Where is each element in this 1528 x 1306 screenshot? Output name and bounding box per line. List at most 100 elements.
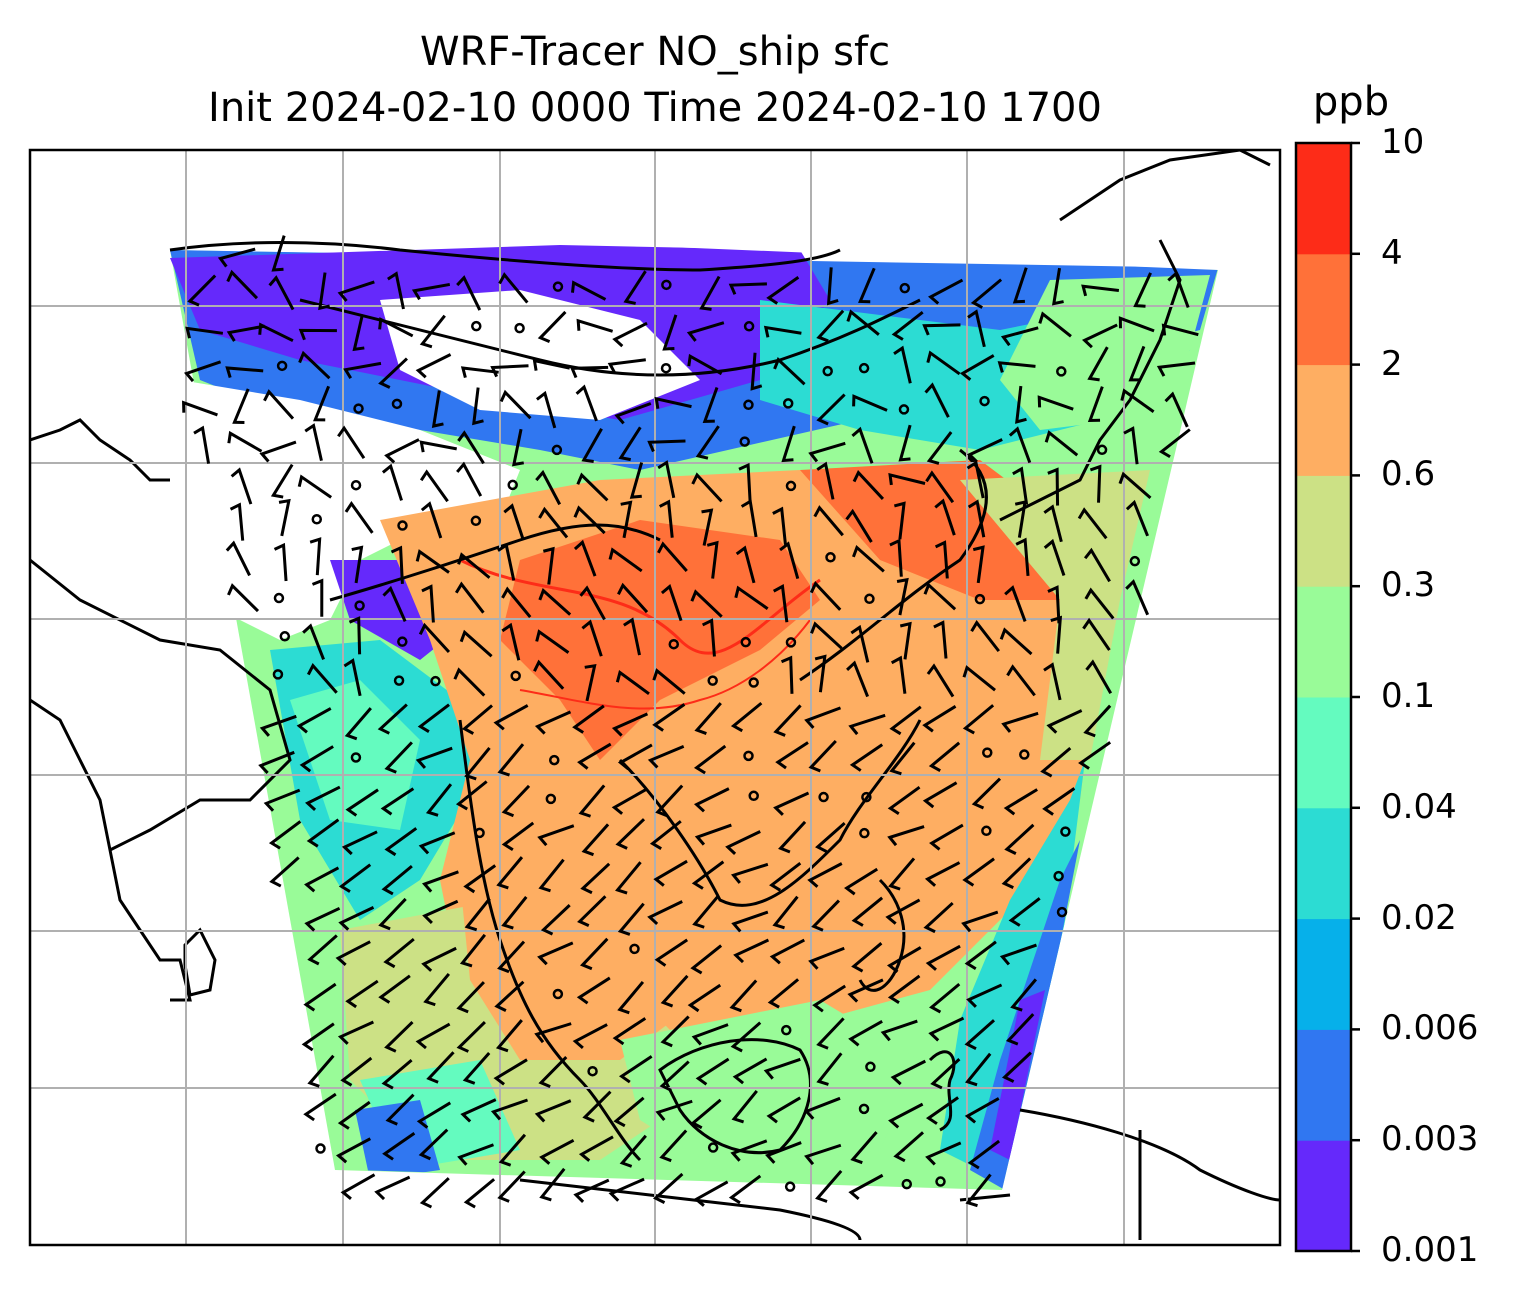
wind-barb <box>964 940 997 971</box>
wind-barb <box>1008 897 1041 927</box>
wind-barb <box>657 460 676 499</box>
wind-barb <box>926 350 961 376</box>
calm-wind-circle <box>552 281 564 292</box>
wind-barb <box>185 326 224 339</box>
wind-barb <box>537 941 574 966</box>
wind-barb <box>258 322 294 343</box>
wind-barb <box>808 740 837 773</box>
calm-wind-circle <box>397 520 408 531</box>
wind-barb <box>278 498 291 537</box>
wind-barb <box>227 430 263 453</box>
wind-barb <box>803 1096 841 1120</box>
wind-barb <box>808 441 846 463</box>
wind-barb <box>629 462 644 499</box>
calm-wind-circle <box>859 827 870 839</box>
wind-barb <box>417 703 450 733</box>
yellow-belt-east <box>960 470 1150 760</box>
wind-barb <box>816 461 835 500</box>
wind-barb <box>1078 741 1112 770</box>
wind-barb <box>623 617 641 656</box>
wind-barb <box>804 706 842 729</box>
calm-wind-circle <box>545 793 557 805</box>
calm-wind-circle <box>514 322 525 334</box>
wind-barb <box>925 470 955 504</box>
wind-barb <box>851 426 874 464</box>
wind-barb <box>888 857 916 891</box>
wind-barb <box>772 895 799 930</box>
wind-barb <box>229 502 245 541</box>
wind-barb <box>460 1098 497 1123</box>
wind-barb <box>511 428 524 467</box>
wind-barb <box>999 627 1033 656</box>
wind-barb <box>844 867 879 896</box>
wind-barb <box>303 1092 337 1122</box>
wind-barb <box>655 784 684 818</box>
wind-barb <box>899 621 912 660</box>
wind-barb <box>335 940 371 966</box>
wind-barb <box>893 345 912 384</box>
wind-barb <box>773 704 802 737</box>
wind-barb <box>887 825 925 847</box>
wind-barb <box>813 505 844 537</box>
wind-barb <box>1081 284 1120 297</box>
wind-barb <box>535 469 562 506</box>
central-ridge-line <box>459 558 821 655</box>
wind-barb <box>271 235 286 272</box>
calm-wind-circle <box>861 791 872 803</box>
wind-barb <box>693 1180 729 1207</box>
wind-barb <box>337 1100 371 1130</box>
wind-barb <box>649 820 682 850</box>
java <box>519 1178 862 1241</box>
wind-barb <box>767 978 800 1009</box>
wind-barb <box>542 546 555 585</box>
calm-wind-circle <box>743 399 754 411</box>
wind-barb <box>301 1022 335 1052</box>
wind-barb <box>426 1051 455 1084</box>
calm-wind-circle <box>748 677 759 688</box>
wind-barb <box>816 1052 843 1086</box>
wind-barb <box>851 896 884 927</box>
wind-barb <box>1133 272 1152 308</box>
east-cyan <box>940 760 1085 1180</box>
wind-barb <box>539 1167 566 1202</box>
wind-barb <box>847 978 884 1003</box>
wind-barb <box>608 547 643 573</box>
calm-wind-circle <box>1053 870 1064 882</box>
wind-barb <box>607 358 646 374</box>
wind-barb <box>922 781 958 809</box>
wind-barb <box>928 741 961 772</box>
wind-barb <box>618 426 642 462</box>
wind-barb <box>1038 311 1072 338</box>
wind-barb <box>457 430 485 465</box>
mongolia-border <box>299 298 921 377</box>
wind-barb <box>576 472 609 502</box>
wind-barb <box>694 702 722 735</box>
wind-barb <box>496 856 524 890</box>
calm-wind-circle <box>818 791 829 803</box>
wind-barb <box>415 549 450 574</box>
colorbar-segment <box>1296 918 1351 1030</box>
wind-barb <box>934 498 956 536</box>
wind-barb <box>337 280 375 302</box>
wind-barb <box>691 1023 729 1046</box>
wind-barb <box>1167 271 1190 309</box>
wind-barb <box>338 863 372 893</box>
wind-barb <box>456 981 485 1014</box>
wind-barb <box>851 942 883 973</box>
wind-barb <box>296 707 332 734</box>
wind-barb <box>653 859 688 887</box>
wind-barb <box>532 358 571 371</box>
wind-barb <box>690 1098 722 1130</box>
wind-barb <box>534 1099 572 1123</box>
wind-barb <box>971 777 1002 810</box>
wind-barb <box>344 500 374 534</box>
calm-wind-circle <box>1056 366 1067 377</box>
southeast-asia-coast <box>458 719 642 1162</box>
wind-barb <box>967 309 986 348</box>
colorbar-segment <box>1296 1029 1351 1141</box>
wind-barb <box>693 744 727 775</box>
tibet-border <box>329 523 661 602</box>
south-orange <box>460 880 700 1060</box>
colorbar <box>1296 141 1360 1253</box>
colorbar-tick-label: 0.3 <box>1381 565 1436 606</box>
